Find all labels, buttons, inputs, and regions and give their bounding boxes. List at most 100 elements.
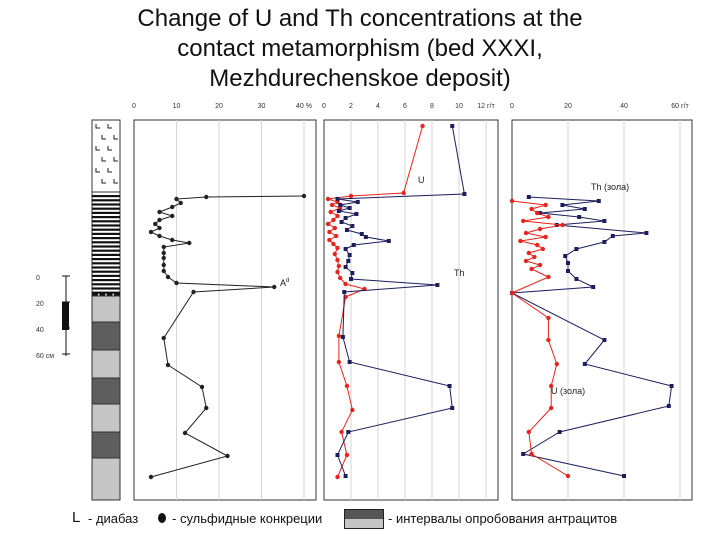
x-tick-label: 0	[510, 103, 514, 110]
data-point	[591, 285, 596, 289]
data-point	[157, 233, 162, 239]
data-point	[338, 203, 343, 207]
data-point	[610, 234, 615, 238]
series-line-Th	[336, 125, 465, 477]
data-point	[342, 290, 347, 294]
data-point	[566, 269, 570, 273]
data-point	[182, 430, 188, 436]
data-point	[560, 203, 565, 207]
diabase-mark	[113, 157, 118, 162]
scale-tick-label: 0	[36, 275, 40, 282]
data-point	[355, 200, 360, 204]
data-point	[596, 199, 601, 203]
data-point	[521, 218, 526, 224]
data-point	[346, 430, 351, 434]
coal-band	[92, 262, 120, 265]
data-point	[529, 266, 534, 272]
data-point	[332, 225, 337, 231]
coal-band	[92, 232, 120, 235]
data-point	[560, 222, 565, 228]
sample-interval	[91, 457, 121, 501]
data-point	[622, 474, 626, 478]
data-point	[537, 262, 543, 268]
data-point	[325, 221, 331, 227]
data-point	[549, 405, 554, 411]
ash-basis-panel: 0 20 40 60 г/т Th (зола) U (зола)	[509, 103, 693, 501]
sample-interval	[91, 431, 121, 459]
data-point	[359, 232, 364, 236]
data-point	[325, 196, 331, 202]
data-point	[574, 277, 579, 281]
data-point	[529, 451, 534, 457]
coal-band	[92, 199, 120, 202]
data-point	[336, 263, 342, 269]
data-point	[582, 207, 587, 211]
lithology-column	[91, 119, 121, 501]
data-point	[346, 259, 351, 263]
coal-band	[92, 245, 120, 248]
data-point	[509, 290, 515, 296]
data-point	[328, 209, 333, 215]
diabase-mark	[101, 179, 106, 184]
legend-diabase-label: - диабаз	[88, 511, 139, 526]
data-point	[435, 283, 440, 287]
data-point	[333, 233, 339, 239]
x-tick-label: 30	[258, 103, 266, 110]
series-label-superscript: d	[286, 278, 289, 284]
series-label: U (зола)	[551, 386, 585, 396]
scale-tick-label: 20	[36, 301, 44, 308]
data-point	[350, 224, 355, 228]
data-point	[565, 473, 571, 479]
data-point	[602, 219, 607, 223]
data-point	[204, 194, 209, 200]
x-tick-label: 60 г/т	[671, 103, 689, 110]
coal-band	[92, 228, 120, 231]
column-interval-sample-light	[91, 295, 121, 323]
data-point	[170, 237, 175, 243]
legend-diabase-symbol: L	[72, 509, 81, 526]
data-point	[554, 223, 559, 227]
data-point	[546, 315, 551, 321]
data-point	[563, 254, 568, 258]
x-tick-label: 0	[322, 103, 326, 110]
title-line-3: Mezhdurechenskoe deposit)	[209, 65, 511, 92]
data-point	[339, 220, 344, 224]
data-point	[344, 228, 349, 232]
coal-band	[92, 241, 120, 244]
column-interval-sample-light	[91, 457, 121, 501]
coal-band	[92, 195, 120, 198]
data-point	[335, 453, 340, 457]
diabase-mark	[95, 124, 100, 129]
data-point	[348, 193, 354, 199]
data-point	[546, 274, 551, 280]
data-point	[526, 429, 531, 435]
scale-tick-label: 60 см	[36, 353, 54, 360]
data-point	[178, 200, 183, 206]
sample-interval	[91, 321, 121, 351]
data-point	[666, 404, 671, 408]
data-point	[420, 123, 425, 129]
column-interval-diabase	[91, 119, 121, 193]
data-point	[157, 225, 162, 231]
sample-interval	[91, 403, 121, 433]
data-point	[153, 221, 158, 227]
data-point	[669, 384, 674, 388]
diabase-mark	[113, 179, 118, 184]
diabase-mark	[95, 168, 100, 173]
x-tick-label: 12 г/т	[477, 103, 495, 110]
data-point	[582, 362, 587, 366]
series-label: Ad	[280, 278, 289, 288]
data-point	[347, 206, 352, 210]
data-point	[602, 338, 607, 342]
data-point	[161, 250, 166, 256]
coal-band	[92, 220, 120, 223]
data-point	[535, 210, 540, 216]
data-point	[363, 235, 368, 239]
column-interval-sample-light	[91, 403, 121, 433]
data-point	[644, 231, 649, 235]
diabase-mark	[107, 146, 112, 151]
data-point	[157, 217, 162, 223]
data-point	[549, 383, 554, 389]
data-point	[521, 452, 526, 456]
data-point	[351, 243, 356, 247]
